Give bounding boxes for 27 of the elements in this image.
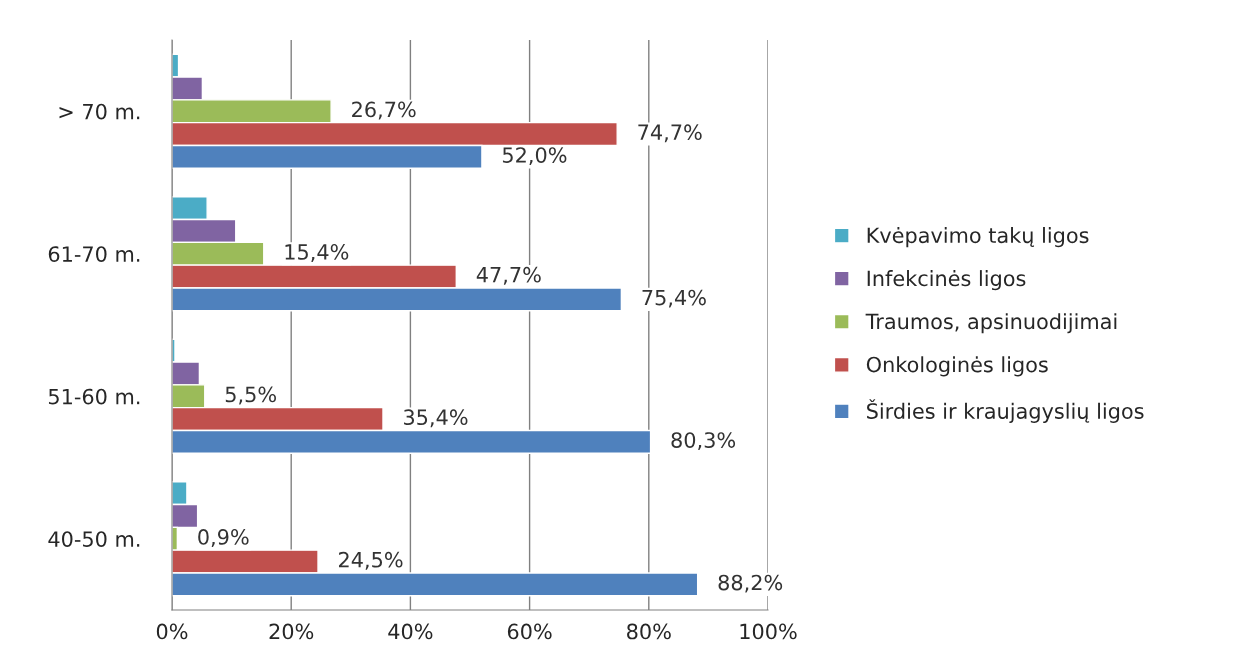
legend-label: Onkologinės ligos [866,356,1048,377]
data-label: 0,9% [198,529,249,547]
data-label: 47,7% [476,266,541,285]
legend-label: Infekcinės ligos [867,270,1026,291]
legend-label: Traumos, apsinuodijimai [865,313,1117,334]
x-tick-label: 40% [388,623,433,640]
data-label: 15,4% [285,244,349,262]
y-tick-label: 40-50 m. [48,531,140,547]
legend-label: Kvėpavimo takų ligos [867,227,1089,248]
x-tick-label: 0% [156,623,188,640]
legend-label: Širdies ir kraujagyslių ligos [867,399,1144,423]
x-tick-label: 100% [740,623,797,640]
data-label: 5,5% [225,386,276,405]
x-tick-label: 60% [507,623,552,640]
data-label: 75,4% [642,289,706,308]
y-tick-label: > 70 m. [59,103,140,120]
data-label: 88,2% [718,574,783,593]
y-tick-label: 61-70 m. [48,246,140,262]
data-label: 74,7% [638,124,702,143]
data-label: 80,3% [671,432,736,451]
data-label: 26,7% [352,101,416,120]
y-tick-label: 51-60 m. [48,388,140,405]
data-label: 24,5% [338,551,403,570]
data-label: 52,0% [502,147,567,166]
x-tick-label: 20% [269,623,314,640]
data-label: 35,4% [404,409,468,428]
x-tick-label: 80% [627,623,671,640]
